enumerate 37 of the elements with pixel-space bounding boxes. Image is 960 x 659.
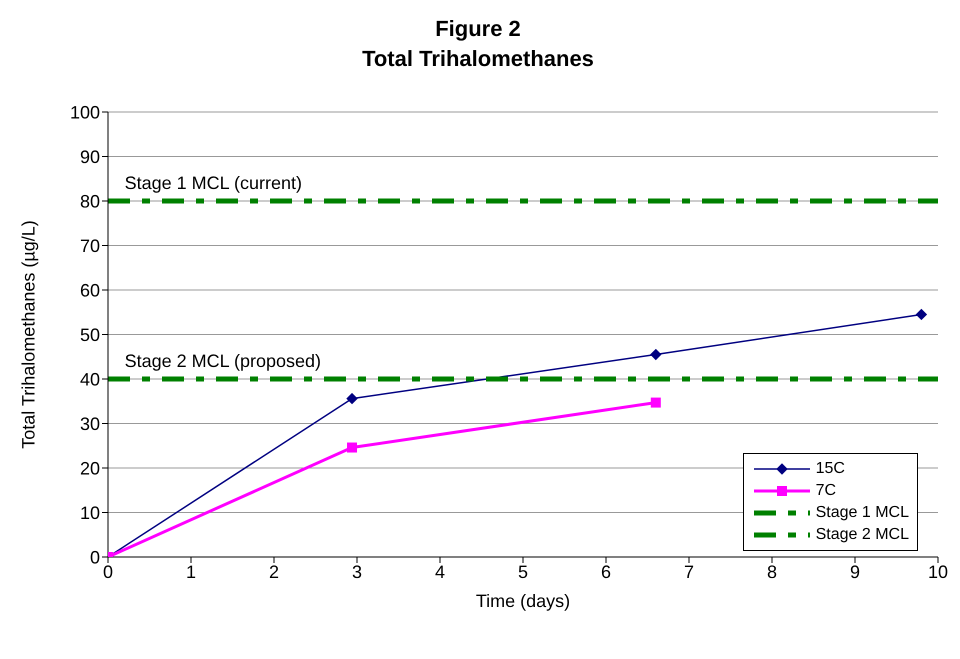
- y-tick-label: 30: [80, 414, 100, 434]
- x-tick-label: 2: [268, 562, 280, 582]
- chart-title: Figure 2: [434, 15, 522, 43]
- x-tick-label: 6: [600, 562, 612, 582]
- point: [650, 349, 662, 360]
- y-axis-title: Total Trihalomethanes (µg/L): [18, 220, 38, 449]
- x-tick-label: 0: [102, 562, 114, 582]
- y-tick-label: 50: [80, 324, 100, 345]
- y-tick-label: 60: [80, 280, 100, 300]
- legend-label: 15C: [816, 460, 845, 478]
- y-tick-label: 20: [80, 458, 100, 478]
- point: [347, 442, 358, 453]
- point: [916, 308, 927, 320]
- x-tick-label: 3: [352, 562, 362, 582]
- y-tick-label: 40: [80, 369, 100, 390]
- x-tick-label: 4: [434, 562, 446, 582]
- x-tick-label: 5: [518, 562, 528, 582]
- x-tick-label: 7: [684, 562, 694, 582]
- x-tick-label: 8: [766, 562, 778, 582]
- point: [650, 398, 661, 408]
- x-tick-label: 10: [928, 562, 948, 582]
- legend-label: 7C: [816, 482, 836, 500]
- legend-label: Stage 2 MCL: [816, 526, 909, 544]
- y-tick-label: 100: [70, 102, 100, 122]
- chart-subtitle: Total Trihalomethanes: [361, 45, 595, 73]
- y-tick-label: 10: [80, 502, 100, 523]
- y-tick-label: 80: [80, 191, 100, 212]
- point: [346, 393, 358, 404]
- legend-label: Stage 1 MCL: [816, 504, 909, 522]
- annotation: Stage 2 MCL (proposed): [124, 351, 322, 371]
- annotation: Stage 1 MCL (current): [124, 173, 302, 193]
- x-axis-title: Time (days): [476, 591, 570, 611]
- y-tick-label: 70: [80, 236, 100, 256]
- x-tick-label: 9: [850, 562, 860, 582]
- y-tick-label: 90: [80, 146, 100, 167]
- y-tick-label: 0: [90, 547, 100, 568]
- x-tick-label: 1: [186, 562, 196, 582]
